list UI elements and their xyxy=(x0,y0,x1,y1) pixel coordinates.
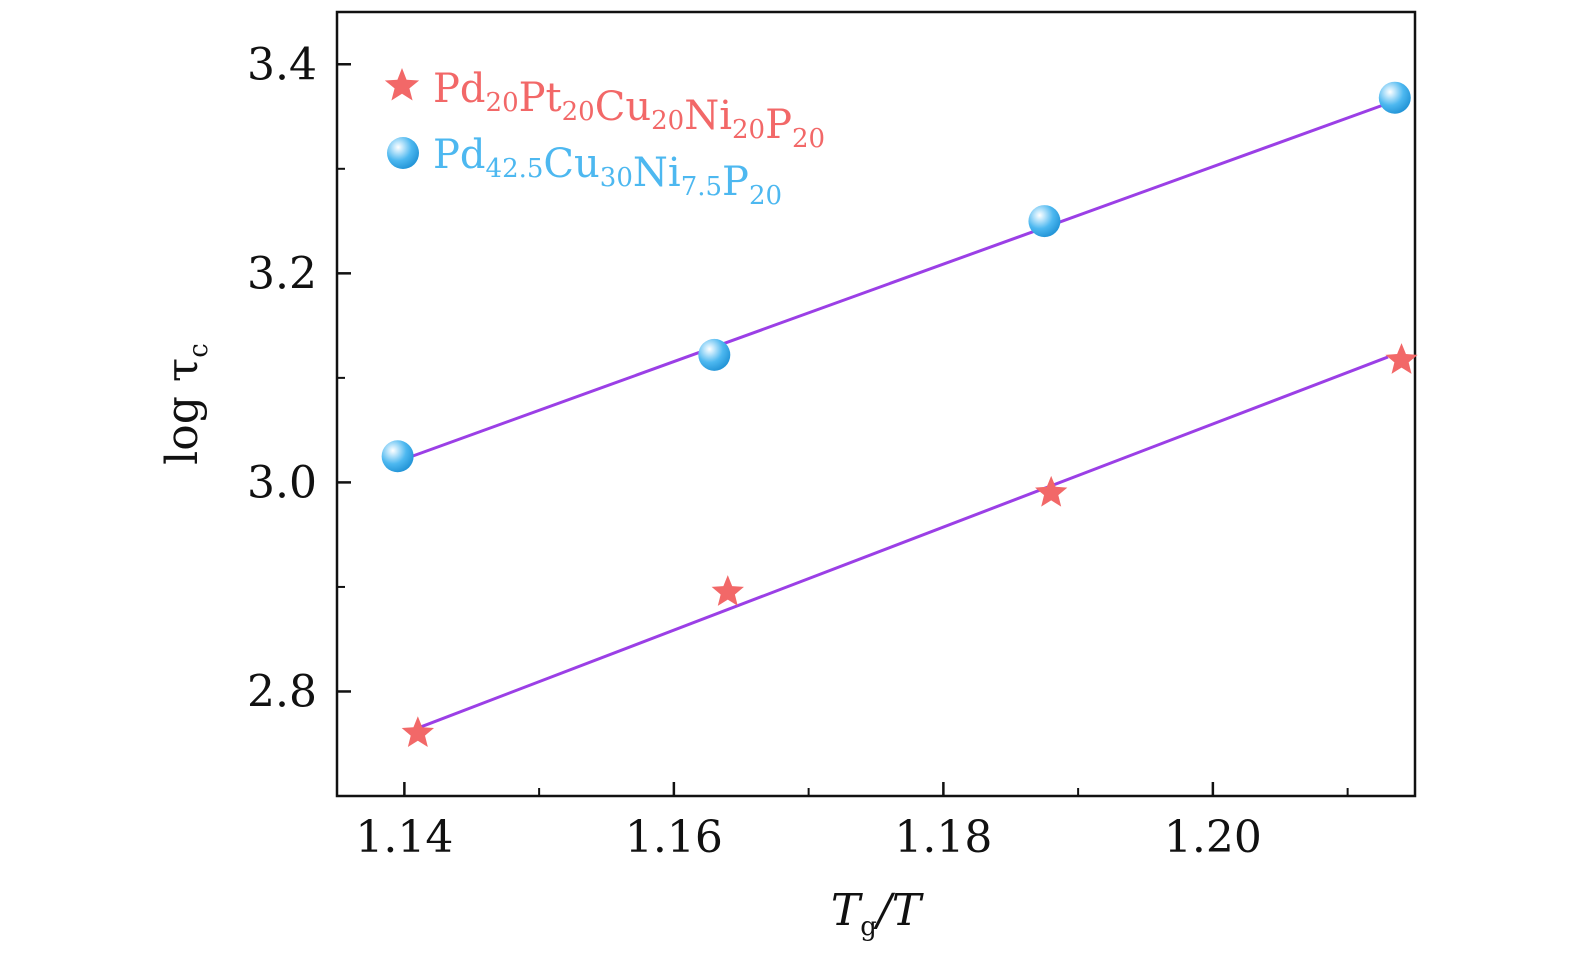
data-point-star xyxy=(1385,343,1418,374)
data-point-sphere xyxy=(1378,81,1411,114)
y-tick-label: 3.2 xyxy=(247,248,317,299)
legend-subscript: 30 xyxy=(600,163,633,193)
data-point-sphere xyxy=(381,440,414,473)
legend-label-series-2: Pd42.5Cu30Ni7.5P20 xyxy=(433,132,782,211)
legend-element: Ni xyxy=(633,150,681,196)
y-axis-label: log τc xyxy=(157,343,214,465)
x-tick-label: 1.20 xyxy=(1164,812,1262,863)
y-tick-label: 3.0 xyxy=(247,457,317,508)
legend-element: Pt xyxy=(519,75,562,121)
fit-lines xyxy=(397,99,1396,730)
legend-subscript: 20 xyxy=(749,181,782,211)
y-tick-label: 3.4 xyxy=(247,39,317,90)
data-point-sphere xyxy=(698,338,731,371)
legend-marker-sphere xyxy=(387,137,419,169)
legend-subscript: 20 xyxy=(732,115,765,145)
data-point-star xyxy=(711,575,744,606)
y-axis-label-main: log τ xyxy=(157,358,208,465)
legend-element: Ni xyxy=(684,93,732,139)
y-axis-label-sub: c xyxy=(184,343,214,358)
data-points xyxy=(381,81,1418,748)
x-axis-label: Tg/T xyxy=(831,885,925,942)
legend-element: Pd xyxy=(433,66,486,112)
y-tick-label: 2.8 xyxy=(247,666,317,717)
legend-subscript: 20 xyxy=(486,88,519,118)
x-tick-label: 1.14 xyxy=(355,812,453,863)
x-axis-label-main: T xyxy=(831,885,864,936)
legend-element: Cu xyxy=(543,141,599,187)
legend-subscript: 42.5 xyxy=(486,154,544,184)
legend-label-series-1: Pd20Pt20Cu20Ni20P20 xyxy=(433,66,825,154)
x-tick-label: 1.18 xyxy=(894,812,992,863)
axis-ticks: 1.14 1.16 1.18 1.20 2.8 3.0 3.2 3.4 xyxy=(247,39,1349,863)
data-point-star xyxy=(1035,475,1068,507)
fit-line-series-1 xyxy=(417,355,1389,730)
x-axis-label-rest: /T xyxy=(873,885,925,936)
x-axis-label-sub: g xyxy=(860,912,877,942)
legend-marker-star xyxy=(384,68,420,101)
legend-subscript: 20 xyxy=(562,97,595,127)
legend-element: Pd xyxy=(433,132,486,178)
legend-subscript: 20 xyxy=(651,106,684,136)
data-point-star xyxy=(401,716,435,748)
legend-element: Cu xyxy=(595,84,651,130)
plot-frame xyxy=(335,10,1417,798)
legend-element: P xyxy=(765,102,792,148)
fit-line-series-2 xyxy=(397,99,1396,463)
legend-element: P xyxy=(722,159,749,205)
data-point-sphere xyxy=(1028,205,1061,238)
legend-subscript: 7.5 xyxy=(681,172,722,202)
legend-subscript: 20 xyxy=(792,124,825,154)
x-tick-label: 1.16 xyxy=(625,812,723,863)
